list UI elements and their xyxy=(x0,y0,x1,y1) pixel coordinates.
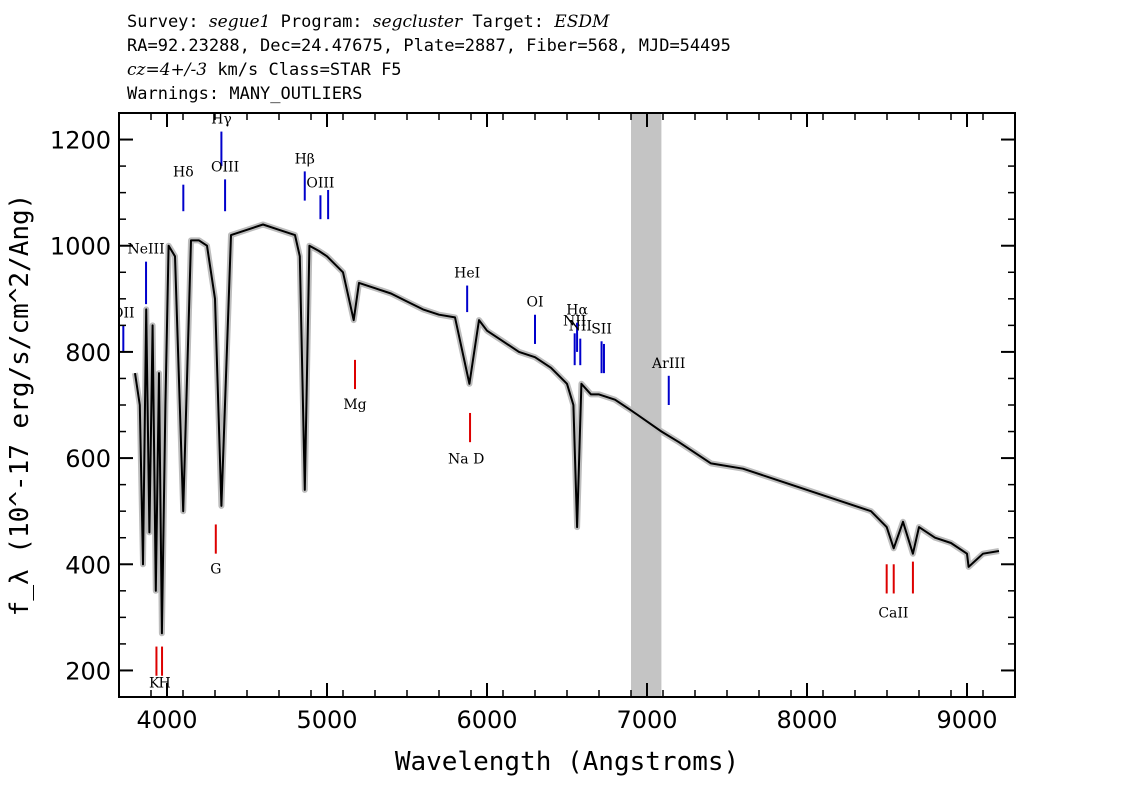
x-tick-label: 4000 xyxy=(136,706,197,734)
spectrum-line xyxy=(134,223,1000,635)
y-axis-label: f_λ (10^-17 erg/s/cm^2/Ang) xyxy=(5,194,35,617)
x-tick-label: 5000 xyxy=(296,706,357,734)
emission-line-label: NII xyxy=(569,319,592,335)
emission-line-label: NII xyxy=(563,313,586,329)
masked-region xyxy=(631,113,662,697)
class-text: km/s Class=STAR F5 xyxy=(207,60,402,80)
absorption-line-label: Mg xyxy=(343,397,366,413)
survey-value: segue1 xyxy=(208,12,271,32)
x-tick-label: 8000 xyxy=(776,706,837,734)
emission-line-label: Hβ xyxy=(295,151,315,167)
x-tick-label: 6000 xyxy=(456,706,517,734)
absorption-line-label: CaII xyxy=(878,605,908,621)
target-label: Target: xyxy=(472,12,545,32)
emission-line-label: ArIII xyxy=(651,356,685,372)
header-line-2: RA=92.23288, Dec=24.47675, Plate=2887, F… xyxy=(127,36,731,56)
program-label: Program: xyxy=(280,12,363,32)
y-tick-label: 800 xyxy=(65,339,111,367)
y-tick-label: 1000 xyxy=(50,233,111,261)
absorption-line-label: G xyxy=(210,562,221,578)
emission-line-label: OII xyxy=(112,305,135,321)
y-tick-label: 600 xyxy=(65,445,111,473)
x-axis-label: Wavelength (Angstroms) xyxy=(395,747,739,777)
emission-line-label: NeIII xyxy=(127,242,164,258)
error-band xyxy=(132,221,1000,637)
absorption-line-label: K xyxy=(149,675,160,691)
survey-label: Survey: xyxy=(127,12,199,32)
emission-line-label: HeI xyxy=(454,266,480,282)
emission-line-label: Hδ xyxy=(173,165,194,181)
absorption-line-label: H xyxy=(158,675,170,691)
emission-line-label: Hα xyxy=(566,303,588,319)
header-line-1: Survey: segue1 Program: segcluster Targe… xyxy=(127,11,609,33)
redshift-value: cz=4+/-3 xyxy=(127,60,208,80)
emission-line-label: Hγ xyxy=(211,112,232,128)
emission-line-label: OI xyxy=(526,295,543,311)
absorption-line-label: Na D xyxy=(448,451,484,467)
y-tick-label: 400 xyxy=(65,551,111,579)
emission-line-label: OIII xyxy=(306,175,334,191)
header-line-3: cz=4+/-3 km/s Class=STAR F5 xyxy=(127,59,402,81)
target-value: ESDM xyxy=(554,12,610,32)
header-line-4: Warnings: MANY_OUTLIERS xyxy=(127,84,363,104)
y-tick-label: 1200 xyxy=(50,127,111,155)
emission-line-label: SII xyxy=(591,321,612,337)
emission-line-label: OIII xyxy=(211,159,239,175)
x-tick-label: 9000 xyxy=(936,706,997,734)
y-tick-label: 200 xyxy=(65,657,111,685)
x-tick-label: 7000 xyxy=(616,706,677,734)
program-value: segcluster xyxy=(372,12,463,32)
